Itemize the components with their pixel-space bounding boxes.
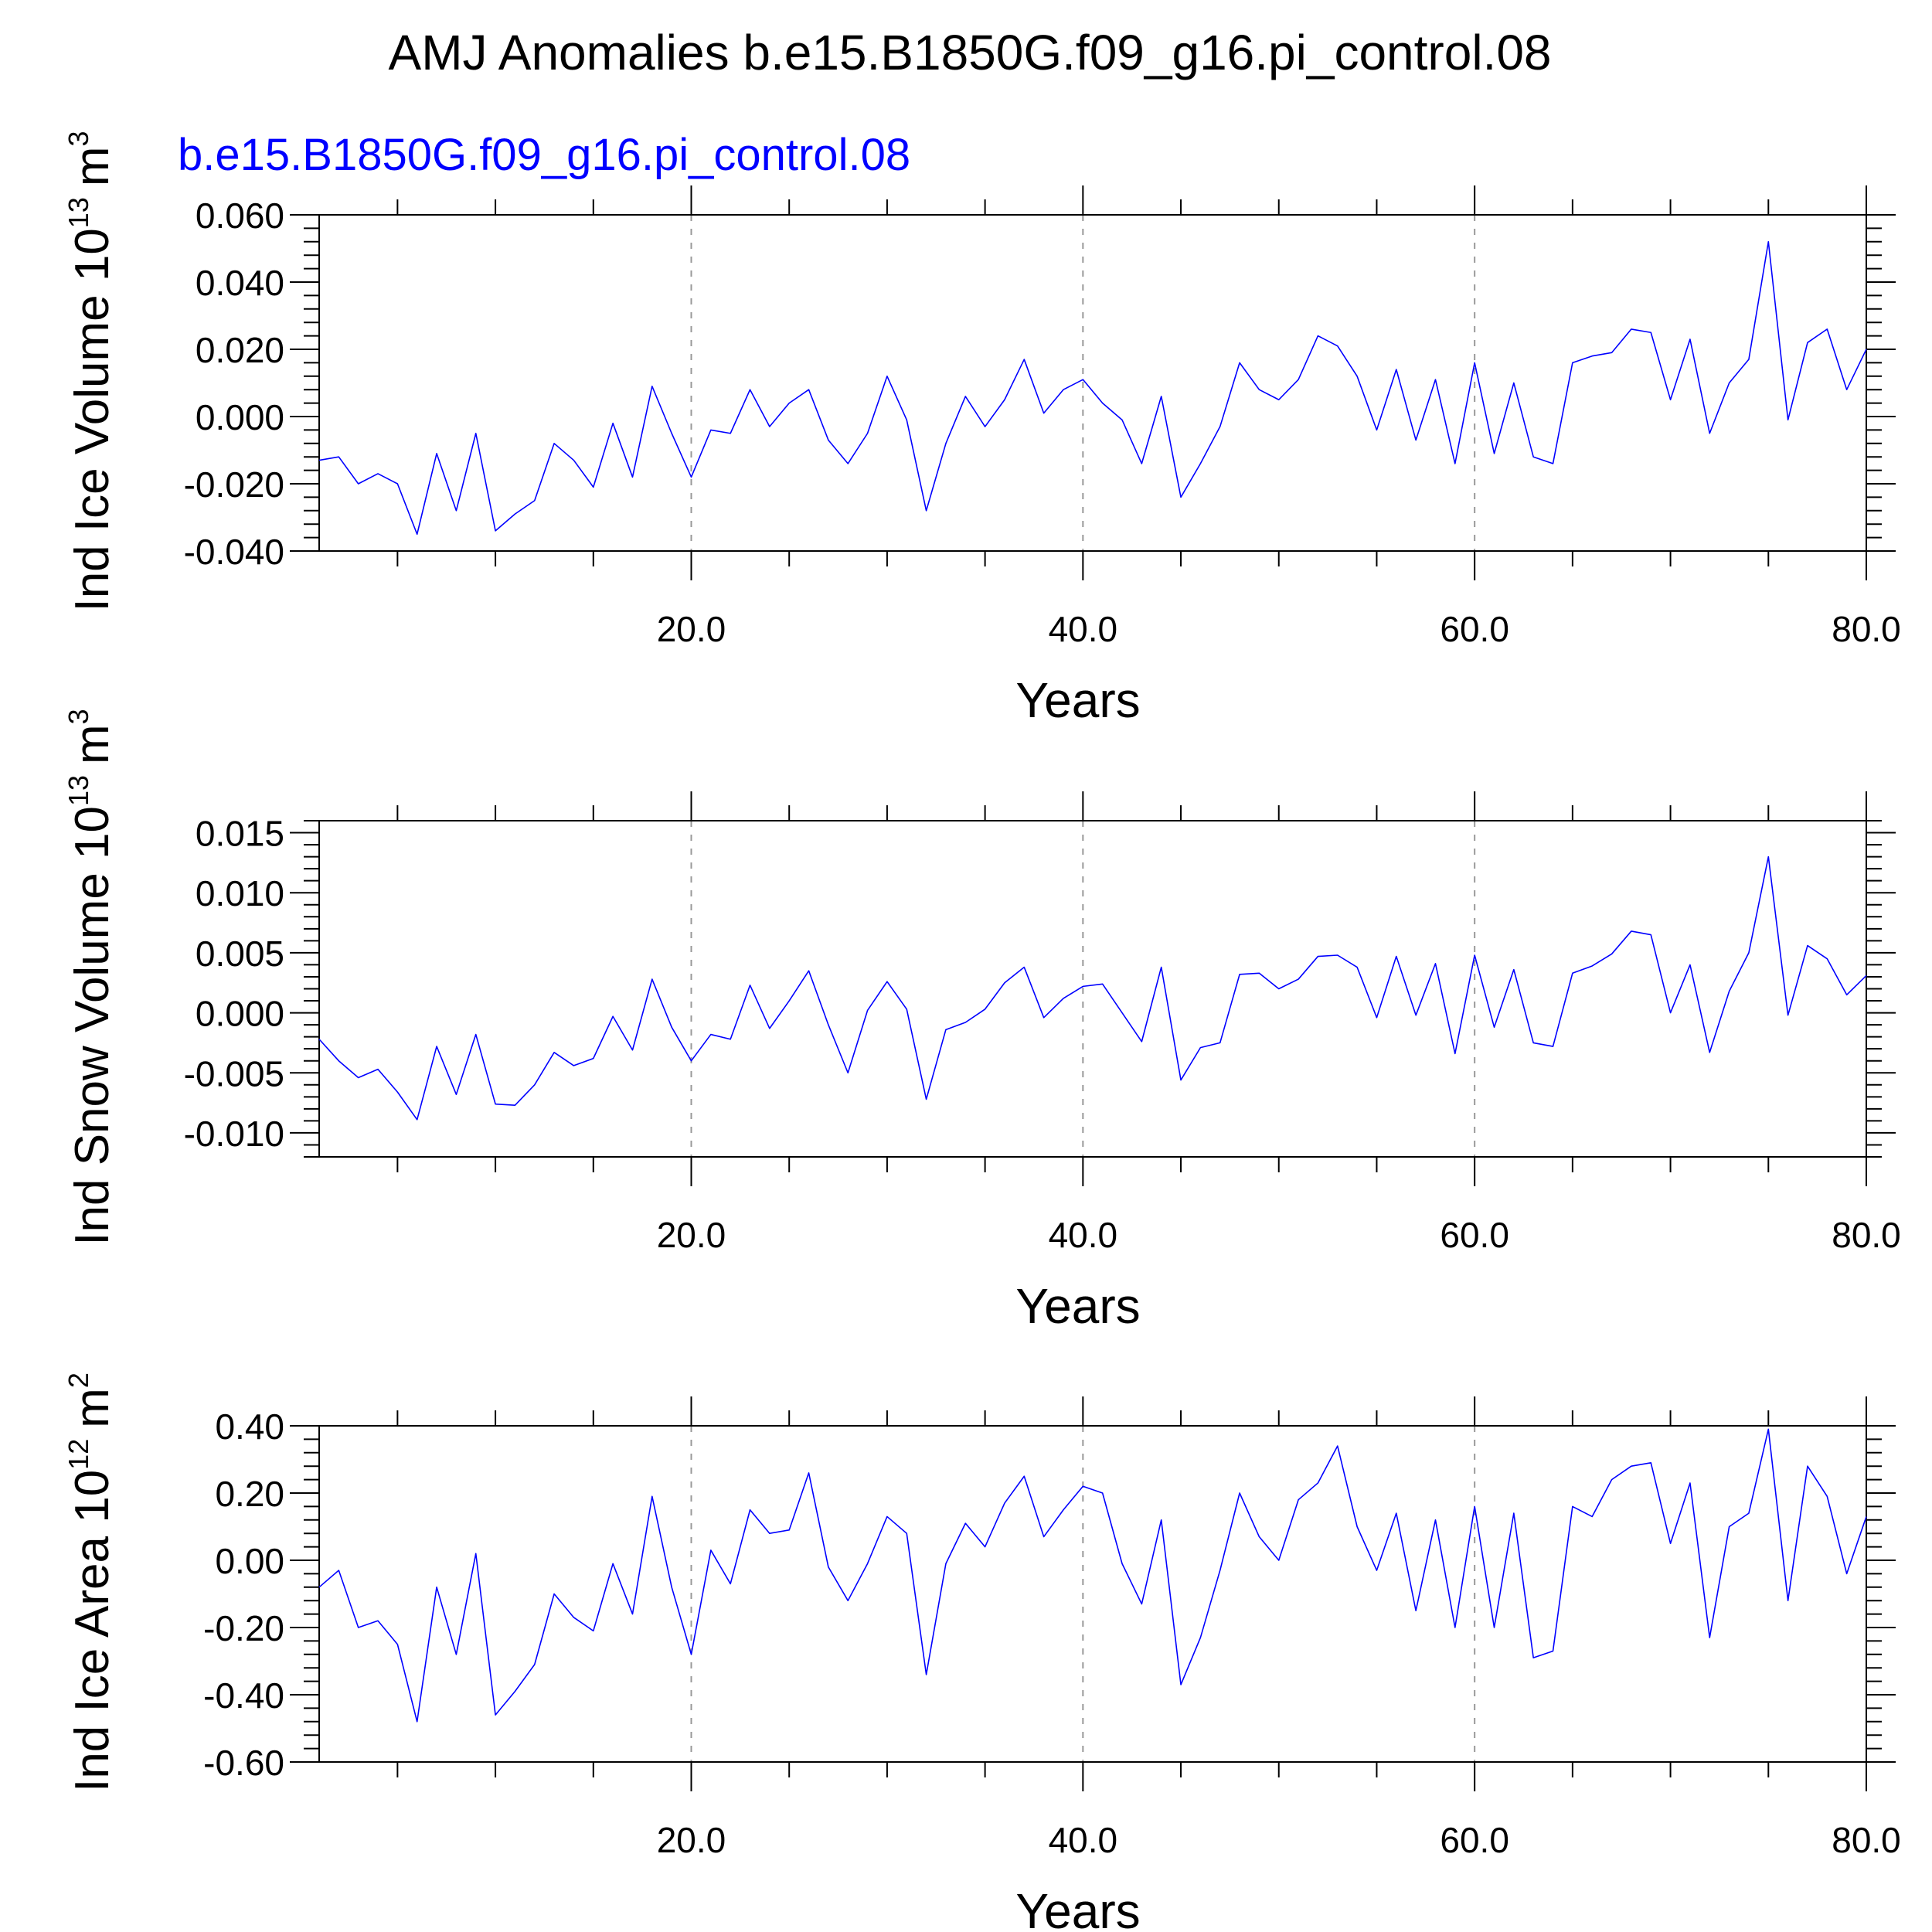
x-axis-label: Years	[1015, 1883, 1140, 1932]
panel-1: -0.040 -0.020 0.000 0.020 0.040 0.060 20.0 40.0…	[63, 130, 1901, 728]
plot-frame	[318, 1425, 1867, 1763]
series-line	[318, 240, 1867, 536]
y-tick-label: 0.000	[196, 397, 284, 437]
x-tick-label: 60.0	[1440, 609, 1509, 649]
y-axis-label-unit: m	[66, 1388, 119, 1428]
y-tick-label: -0.005	[184, 1053, 284, 1094]
y-tick-label: 0.00	[215, 1541, 284, 1581]
y-tick-label: 0.010	[196, 873, 284, 913]
y-axis-label-unit-exponent: 2	[63, 1372, 94, 1388]
y-tick-label: -0.010	[184, 1114, 284, 1154]
y-axis-label-exponent: 13	[63, 775, 94, 806]
series-line	[318, 1428, 1867, 1723]
y-axis-label-exponent: 13	[63, 197, 94, 228]
x-tick-label: 80.0	[1832, 1215, 1901, 1255]
x-tick-label: 40.0	[1049, 609, 1118, 649]
x-tick-label: 20.0	[657, 1820, 726, 1860]
plot-frame	[318, 820, 1867, 1158]
y-tick-label: -0.20	[203, 1608, 284, 1648]
plot-frame	[318, 214, 1867, 552]
y-axis-label-text: Ind Ice Volume 10	[66, 228, 119, 611]
y-axis-label-unit-exponent: 3	[63, 709, 94, 724]
y-tick-label: 0.060	[196, 196, 284, 236]
y-axis-label-unit: m	[66, 146, 119, 186]
panels: -0.040 -0.020 0.000 0.020 0.040 0.060 20.0 40.0…	[63, 130, 1901, 1932]
x-tick-label: 20.0	[657, 1215, 726, 1255]
y-tick-label: -0.60	[203, 1743, 284, 1783]
x-axis-label: Years	[1015, 672, 1140, 728]
panel-2: -0.010 -0.005 0.000 0.005 0.010 0.015 20.0 40.0…	[63, 709, 1901, 1334]
y-tick-label: -0.40	[203, 1675, 284, 1716]
y-tick-label: 0.40	[215, 1406, 284, 1447]
y-tick-label: 0.040	[196, 263, 284, 303]
x-tick-label: 80.0	[1832, 609, 1901, 649]
y-axis-label-unit-exponent: 3	[63, 131, 94, 146]
y-axis-label-exponent: 12	[63, 1439, 94, 1470]
x-tick-label: 60.0	[1440, 1820, 1509, 1860]
y-axis-label: Ind Ice Volume 1013 m3	[63, 131, 119, 611]
x-tick-label: 40.0	[1049, 1215, 1118, 1255]
series-line	[318, 855, 1867, 1121]
panel-3: -0.60 -0.40 -0.20 0.00 0.20 0.40 20.0 40.0 60.0 8…	[63, 1372, 1901, 1932]
y-tick-label: 0.005	[196, 934, 284, 974]
x-tick-label: 20.0	[657, 609, 726, 649]
y-axis-label: Ind Ice Area 1012 m2	[63, 1372, 119, 1792]
x-axis-label: Years	[1015, 1278, 1140, 1334]
y-axis-label-text: Ind Ice Area 10	[66, 1470, 119, 1792]
y-tick-label: -0.040	[184, 532, 284, 572]
y-tick-label: 0.015	[196, 814, 284, 854]
figure-title: AMJ Anomalies b.e15.B1850G.f09_g16.pi_co…	[389, 25, 1552, 80]
y-tick-label: 0.000	[196, 994, 284, 1034]
y-axis-label-text: Ind Snow Volume 10	[66, 806, 119, 1246]
y-axis-label-unit: m	[66, 724, 119, 764]
x-tick-label: 60.0	[1440, 1215, 1509, 1255]
x-tick-label: 80.0	[1832, 1820, 1901, 1860]
y-tick-label: 0.020	[196, 330, 284, 370]
y-tick-label: -0.020	[184, 464, 284, 505]
panel-subtitle: b.e15.B1850G.f09_g16.pi_control.08	[178, 130, 910, 180]
y-axis-label: Ind Snow Volume 1013 m3	[63, 709, 119, 1245]
y-tick-label: 0.20	[215, 1474, 284, 1514]
x-tick-label: 40.0	[1049, 1820, 1118, 1860]
